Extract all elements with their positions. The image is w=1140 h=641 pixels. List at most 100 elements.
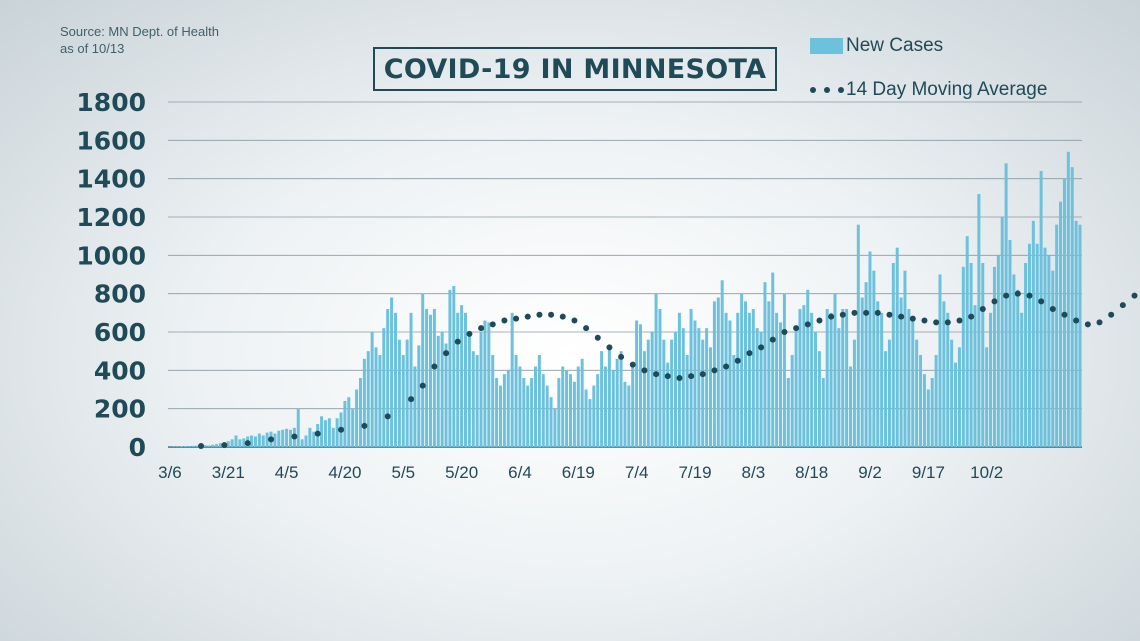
bar (180, 446, 184, 447)
bar (654, 293, 658, 447)
average-point (828, 313, 835, 320)
bar (782, 293, 786, 447)
average-point (804, 321, 811, 328)
bar (1074, 220, 1078, 447)
bar (374, 347, 378, 447)
bar (685, 355, 689, 447)
legend-label-moving-average: 14 Day Moving Average (846, 79, 1048, 100)
average-point (361, 422, 368, 429)
bar (393, 312, 397, 447)
bar (230, 439, 234, 447)
bar (421, 293, 425, 447)
bar (417, 345, 421, 447)
y-tick-label: 800 (94, 280, 146, 309)
bar (907, 309, 911, 447)
bar (471, 351, 475, 447)
bar (829, 312, 833, 447)
bar (370, 332, 374, 447)
bar (619, 351, 623, 447)
bar (541, 374, 545, 447)
bar (475, 355, 479, 447)
bar (674, 332, 678, 447)
average-point (291, 433, 298, 440)
bar (1020, 312, 1024, 447)
bar (639, 324, 643, 447)
bar (876, 301, 880, 447)
bar (187, 446, 191, 447)
bar (724, 312, 728, 447)
bar (670, 339, 674, 447)
bar (930, 378, 934, 447)
bar (1039, 171, 1043, 447)
bar (355, 389, 359, 447)
bar (335, 418, 339, 447)
bar (977, 194, 981, 447)
bar (448, 289, 452, 447)
average-point (874, 309, 881, 316)
bar (961, 266, 965, 447)
x-tick-label: 9/17 (912, 463, 945, 482)
bar (868, 251, 872, 447)
bar (215, 444, 219, 447)
bar (572, 381, 576, 447)
bar (362, 358, 366, 447)
bar (922, 374, 926, 447)
average-point (723, 363, 730, 370)
bar (934, 355, 938, 447)
x-tick-label: 8/18 (795, 463, 828, 482)
bar (203, 445, 207, 447)
bar (864, 282, 868, 447)
average-point (781, 329, 788, 335)
bar (849, 366, 853, 447)
bar (666, 362, 670, 447)
average-point (408, 396, 415, 403)
bar (343, 401, 347, 447)
bar (736, 312, 740, 447)
bar (919, 355, 923, 447)
bar (631, 366, 635, 447)
bar (779, 322, 783, 447)
bar (946, 312, 950, 447)
bar (285, 428, 289, 447)
x-tick-label: 5/5 (391, 463, 415, 482)
x-tick-label: 8/3 (742, 463, 766, 482)
bar (852, 339, 856, 447)
bar (884, 351, 888, 447)
y-tick-label: 600 (94, 318, 146, 347)
bar (514, 355, 518, 447)
bar (845, 309, 849, 447)
average-point (524, 313, 531, 320)
average-point (548, 311, 555, 318)
average-point (758, 344, 765, 351)
bar (479, 332, 483, 447)
bar (273, 433, 277, 447)
bar (483, 320, 487, 447)
bar (366, 351, 370, 447)
bar (751, 309, 755, 447)
bar (327, 418, 331, 447)
average-point (1049, 306, 1056, 312)
x-tick-label: 3/21 (212, 463, 245, 482)
bar (705, 328, 709, 447)
average-point (711, 367, 718, 374)
bar (903, 270, 907, 447)
bar (817, 351, 821, 447)
bar (390, 297, 394, 447)
bar (510, 312, 514, 447)
bar (545, 385, 549, 447)
bar (989, 312, 993, 447)
average-point (641, 367, 648, 374)
bar (320, 416, 324, 447)
bar (487, 322, 491, 447)
bar (1027, 243, 1031, 447)
average-point (944, 319, 951, 326)
bar (1047, 255, 1051, 447)
bar (534, 366, 537, 447)
bar (810, 312, 814, 447)
average-point (1096, 319, 1103, 326)
x-tick-label: 9/2 (858, 463, 882, 482)
bar (238, 439, 242, 447)
bar (1070, 167, 1074, 447)
date-line: as of 10/13 (60, 41, 125, 56)
bar (1024, 263, 1028, 447)
